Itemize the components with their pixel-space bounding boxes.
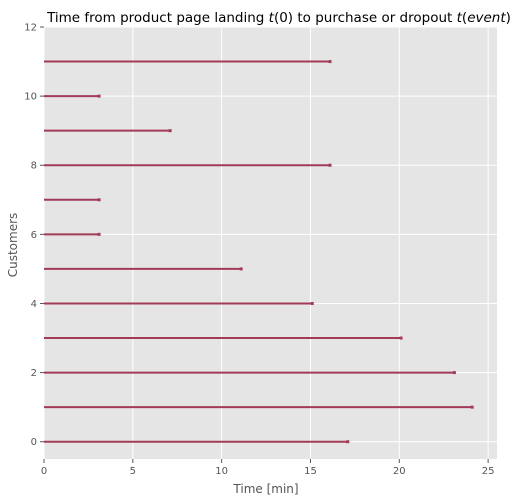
x-tick-label: 25 [482,466,495,477]
y-tick-label: 0 [31,437,37,448]
x-tick-label: 10 [215,466,228,477]
event-marker [97,232,101,236]
x-tick-label: 15 [304,466,317,477]
chart-title-part: (0) to purchase or dropout [274,10,457,26]
chart-title-part: ) [506,10,511,26]
event-marker [346,440,350,444]
y-axis-ticks: 0 2 4 6 8 10 12 [24,23,44,448]
x-tick-label: 0 [41,466,47,477]
event-marker [239,267,243,271]
chart-title: Time from product page landing t(0) to p… [46,10,511,26]
chart-title-part: event [467,10,506,26]
chart-title-part: t [269,10,275,26]
event-marker [168,129,172,133]
x-axis-label: Time [min] [232,482,298,496]
y-tick-label: 8 [31,161,37,172]
event-marker [470,405,474,409]
event-marker [97,198,101,202]
event-marker [399,336,403,340]
chart-title-part: t [457,10,463,26]
event-marker [310,301,314,305]
plot-area [44,27,497,459]
x-tick-label: 5 [130,466,136,477]
y-tick-label: 2 [31,368,37,379]
chart-title-part: ( [462,10,467,26]
duration-lines [44,60,474,444]
y-tick-label: 12 [24,23,37,34]
event-marker [97,94,101,98]
y-tick-label: 6 [31,230,37,241]
y-tick-label: 10 [24,92,37,103]
y-tick-label: 4 [31,299,37,310]
x-tick-label: 20 [393,466,406,477]
event-marker [328,60,332,64]
event-marker [452,371,456,375]
chart-title-part: Time from product page landing [46,10,269,26]
y-axis-label: Customers [6,213,20,278]
event-marker [328,163,332,167]
x-axis-ticks: 0 5 10 15 20 25 [41,459,495,477]
